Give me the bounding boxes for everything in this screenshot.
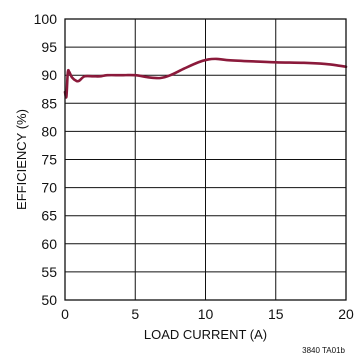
plot-frame (64, 18, 347, 301)
x-tick-label: 15 (268, 306, 284, 322)
y-tick-label: 55 (41, 264, 57, 280)
y-tick-label: 85 (41, 95, 57, 111)
y-tick-label: 65 (41, 208, 57, 224)
x-tick-label: 20 (338, 306, 354, 322)
y-tick-label: 100 (34, 11, 58, 27)
y-tick-label: 70 (41, 180, 57, 196)
series-layer (63, 57, 348, 99)
x-axis-title: LOAD CURRENT (A) (144, 327, 267, 342)
y-axis-title: EFFICIENCY (%) (14, 109, 29, 210)
x-tick-label: 10 (198, 306, 214, 322)
y-tick-label: 75 (41, 152, 57, 168)
y-tick-label: 95 (41, 39, 57, 55)
efficiency-series-line (63, 57, 348, 99)
x-tick-label: 5 (131, 306, 139, 322)
figure-code: 3840 TA01b (302, 346, 345, 354)
y-tick-label: 80 (41, 123, 57, 139)
y-tick-label: 60 (41, 236, 57, 252)
y-tick-label: 90 (41, 67, 57, 83)
y-tick-label: 50 (41, 292, 57, 308)
x-tick-label: 0 (61, 306, 69, 322)
tick-labels: 0 5 10 15 20 50 55 60 65 70 75 80 85 90 95 100 (34, 11, 354, 322)
